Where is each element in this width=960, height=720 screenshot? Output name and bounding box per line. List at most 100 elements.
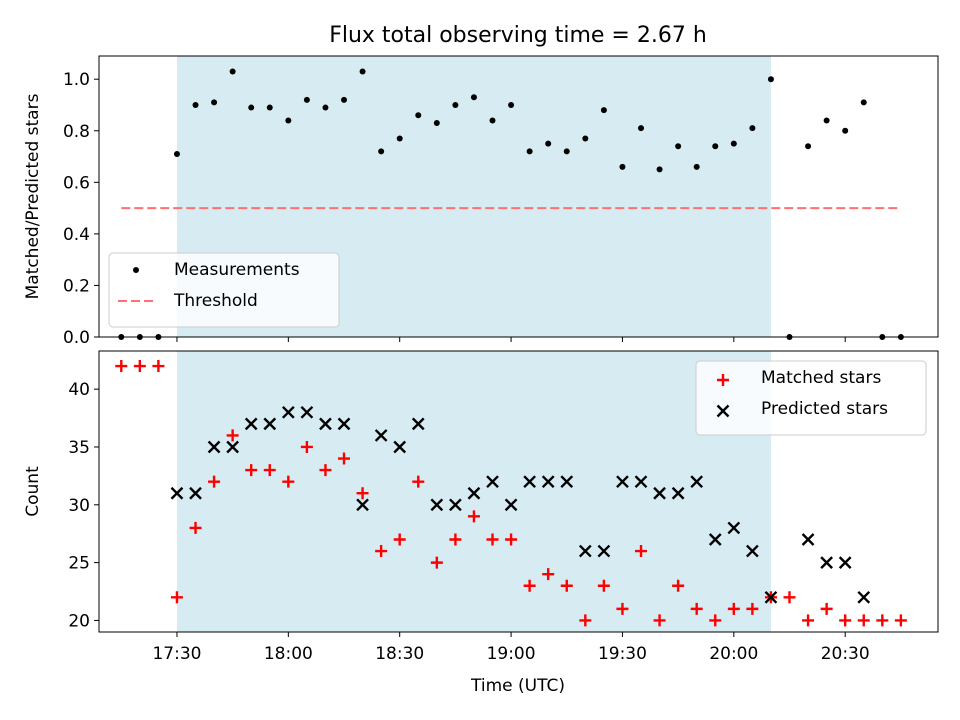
matched-star-point bbox=[560, 579, 573, 592]
predicted-star-point bbox=[430, 498, 444, 512]
measurement-point bbox=[712, 143, 719, 150]
x-tick-label: 18:00 bbox=[264, 644, 313, 664]
measurement-point bbox=[805, 143, 812, 150]
x-axis-label: Time (UTC) bbox=[470, 676, 565, 696]
measurement-point bbox=[415, 112, 422, 119]
measurement-point bbox=[378, 148, 385, 155]
predicted-star-point bbox=[616, 475, 629, 489]
measurement-point bbox=[582, 135, 589, 142]
y-tick-label: 1.0 bbox=[63, 70, 90, 90]
matched-star-point bbox=[170, 591, 183, 604]
measurement-point bbox=[452, 101, 459, 108]
matched-star-point bbox=[542, 568, 555, 581]
y-tick-label: 0.4 bbox=[63, 225, 90, 245]
predicted-star-point bbox=[337, 417, 351, 431]
measurement-point bbox=[341, 96, 348, 103]
x-tick-label: 19:00 bbox=[487, 644, 536, 664]
y-tick-label: 0.8 bbox=[63, 122, 90, 142]
measurement-point bbox=[489, 117, 496, 124]
predicted-star-point bbox=[374, 429, 388, 442]
measurement-point bbox=[545, 140, 552, 147]
legend-label: Predicted stars bbox=[761, 399, 888, 419]
predicted-star-point bbox=[300, 405, 314, 419]
x-tick-label: 20:30 bbox=[821, 644, 870, 664]
measurement-point bbox=[823, 117, 830, 124]
measurement-point bbox=[359, 68, 366, 75]
y-tick-label: 0.6 bbox=[63, 173, 90, 193]
axes-frame bbox=[98, 55, 939, 338]
y-tick-label: 35 bbox=[68, 438, 90, 458]
matched-star-point bbox=[467, 510, 480, 523]
predicted-star-point bbox=[467, 486, 481, 500]
measurement-point bbox=[285, 117, 292, 124]
measurement-point bbox=[860, 99, 867, 106]
legend-swatch-matched bbox=[717, 374, 729, 386]
predicted-star-point bbox=[449, 498, 462, 512]
predicted-star-point bbox=[393, 440, 407, 454]
measurement-point bbox=[563, 148, 570, 155]
measurement-point bbox=[842, 127, 849, 134]
measurement-point bbox=[303, 96, 310, 103]
matched-star-point bbox=[635, 545, 648, 558]
matched-star-point bbox=[189, 521, 202, 534]
legend-swatch-predicted bbox=[716, 404, 730, 418]
measurement-point bbox=[229, 68, 236, 75]
y-tick-label: 30 bbox=[68, 496, 90, 516]
predicted-star-point bbox=[356, 498, 369, 512]
matched-star-point bbox=[857, 614, 870, 627]
predicted-star-point bbox=[226, 440, 239, 454]
matched-star-point bbox=[876, 614, 889, 627]
matched-star-point bbox=[690, 602, 703, 615]
matched-star-point bbox=[208, 475, 221, 488]
y-tick-label: 0.2 bbox=[63, 276, 90, 296]
predicted-star-point bbox=[727, 521, 741, 535]
predicted-star-point bbox=[244, 417, 258, 431]
count-panel: 20 25 30 35 40 17:30 18:00 18:30 19:00 19:30 20:00… bbox=[23, 350, 939, 664]
matched-star-point bbox=[152, 360, 165, 373]
matched-star-point bbox=[263, 464, 276, 477]
predicted-star-point bbox=[486, 475, 499, 489]
predicted-star-point bbox=[653, 486, 666, 500]
matched-star-point bbox=[356, 487, 369, 500]
matched-star-point bbox=[319, 464, 332, 477]
ratio-panel: 0.0 0.2 0.4 0.6 0.8 1.0 Matched/Predicted star… bbox=[23, 55, 939, 348]
measurement-point bbox=[396, 135, 403, 142]
predicted-star-point bbox=[597, 544, 611, 558]
measurement-point bbox=[266, 104, 273, 111]
predicted-star-point bbox=[541, 475, 555, 489]
predicted-star-point bbox=[411, 417, 425, 431]
measurement-point bbox=[638, 125, 645, 132]
predicted-star-point bbox=[671, 486, 685, 500]
matched-star-point bbox=[115, 360, 128, 373]
measurement-point bbox=[619, 163, 626, 170]
matched-star-point bbox=[226, 429, 239, 442]
y-tick-label: 40 bbox=[68, 380, 90, 400]
matched-star-point bbox=[894, 614, 907, 627]
x-tick-label: 20:00 bbox=[709, 644, 758, 664]
measurement-point bbox=[433, 120, 440, 127]
matched-star-point bbox=[653, 614, 666, 627]
predicted-star-point bbox=[746, 544, 759, 558]
matched-star-point bbox=[245, 464, 258, 477]
measurement-point bbox=[675, 143, 682, 150]
matched-star-point bbox=[375, 545, 388, 558]
predicted-star-point bbox=[820, 556, 833, 569]
matched-star-point bbox=[412, 475, 425, 488]
measurement-point bbox=[211, 99, 218, 106]
legend: Measurements Threshold bbox=[108, 252, 340, 328]
matched-star-point bbox=[338, 452, 351, 465]
legend: Matched stars Predicted stars bbox=[695, 360, 927, 436]
x-tick-label: 18:30 bbox=[375, 644, 424, 664]
predicted-star-point bbox=[708, 533, 722, 546]
legend-box bbox=[695, 360, 927, 436]
predicted-star-point bbox=[523, 475, 536, 489]
matched-star-point bbox=[449, 533, 462, 546]
measurement-point bbox=[508, 101, 515, 108]
matched-star-point bbox=[746, 602, 759, 615]
predicted-star-point bbox=[281, 405, 295, 419]
predicted-star-point bbox=[857, 590, 871, 604]
measurement-point bbox=[173, 150, 180, 157]
measurement-point bbox=[749, 125, 756, 132]
matched-star-point bbox=[783, 591, 796, 604]
